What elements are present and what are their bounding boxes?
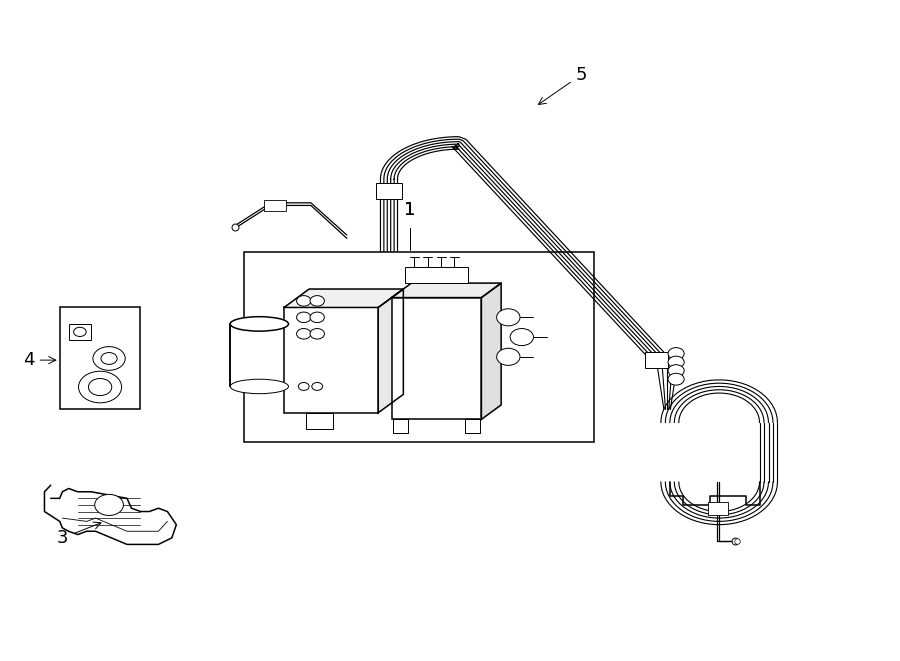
Circle shape — [101, 352, 117, 364]
Text: 1: 1 — [404, 200, 415, 219]
Circle shape — [78, 371, 122, 403]
Bar — [244, 252, 594, 442]
Polygon shape — [392, 283, 501, 297]
Bar — [405, 266, 468, 283]
Bar — [708, 502, 728, 515]
Circle shape — [311, 383, 322, 391]
Circle shape — [93, 346, 125, 370]
Circle shape — [668, 365, 684, 377]
Circle shape — [497, 348, 520, 366]
Bar — [392, 297, 482, 419]
Bar — [230, 324, 289, 387]
Bar — [284, 307, 378, 412]
Ellipse shape — [230, 317, 289, 331]
Circle shape — [94, 494, 123, 516]
Bar — [265, 200, 286, 212]
Circle shape — [74, 327, 86, 336]
Circle shape — [668, 356, 684, 368]
Circle shape — [297, 312, 310, 323]
Bar — [376, 183, 401, 199]
Circle shape — [297, 329, 310, 339]
Circle shape — [297, 295, 310, 306]
Text: 5: 5 — [538, 65, 587, 104]
Circle shape — [310, 329, 324, 339]
Polygon shape — [44, 485, 176, 545]
Circle shape — [299, 383, 309, 391]
Circle shape — [88, 379, 112, 395]
Bar — [68, 324, 91, 340]
Circle shape — [510, 329, 534, 346]
Polygon shape — [284, 289, 403, 307]
Text: 1: 1 — [404, 200, 415, 219]
Ellipse shape — [230, 379, 289, 394]
Circle shape — [497, 309, 520, 326]
Circle shape — [310, 295, 324, 306]
Circle shape — [310, 312, 324, 323]
Polygon shape — [378, 289, 403, 412]
Text: 4: 4 — [23, 351, 56, 369]
Polygon shape — [482, 283, 501, 419]
Circle shape — [668, 373, 684, 385]
Text: 3: 3 — [58, 522, 101, 547]
Text: 2: 2 — [309, 331, 374, 350]
Circle shape — [668, 348, 684, 360]
Bar — [59, 307, 140, 409]
Bar — [644, 352, 668, 368]
